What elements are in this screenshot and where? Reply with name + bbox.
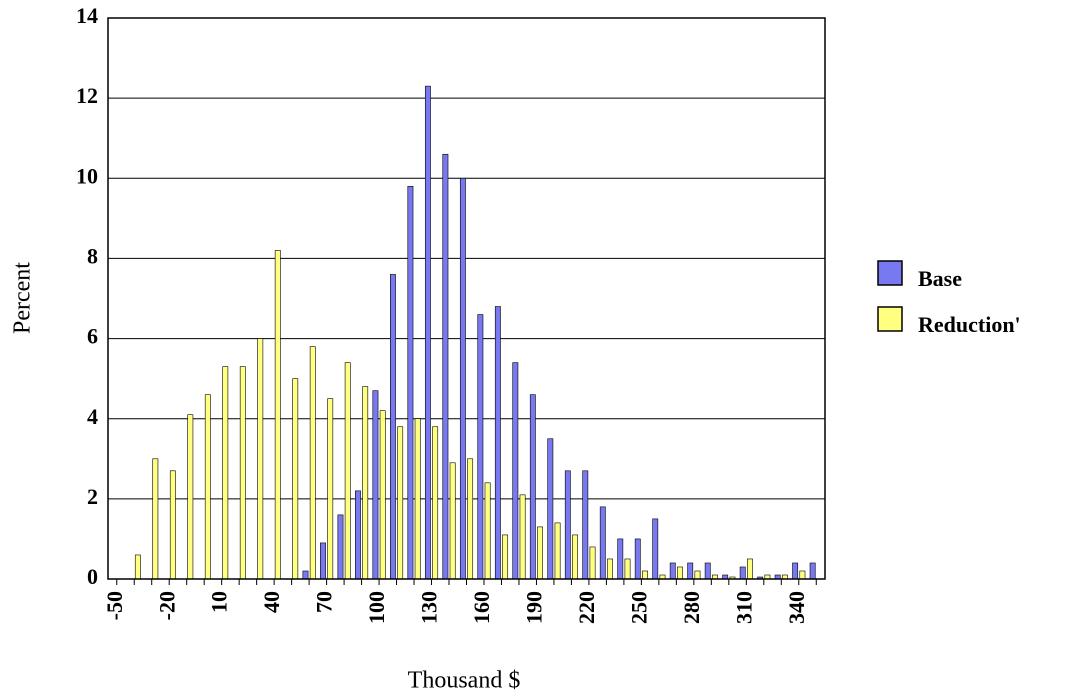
bar [397, 426, 404, 580]
bar [512, 362, 519, 580]
bar [694, 570, 701, 580]
y-tick-label: 12 [76, 83, 98, 108]
bar [704, 562, 711, 580]
bar [564, 470, 571, 580]
bar [344, 362, 351, 580]
x-tick-label: 10 [207, 591, 232, 613]
x-tick-label: 310 [731, 591, 756, 624]
bar [687, 562, 694, 580]
x-tick-label: 340 [784, 591, 809, 624]
bar [372, 390, 379, 580]
bar [599, 506, 606, 580]
legend-swatch [877, 260, 903, 286]
x-tick-label: 190 [521, 591, 546, 624]
x-tick-label: 70 [312, 591, 337, 613]
y-axis-title: Percent [10, 262, 36, 334]
bar [634, 538, 641, 580]
y-tick-label: 8 [87, 243, 98, 268]
bar [257, 338, 264, 580]
y-tick-label: 4 [87, 404, 98, 429]
bar [459, 177, 466, 580]
y-tick-label: 14 [76, 3, 98, 28]
bar [467, 458, 474, 580]
bar [337, 514, 344, 580]
bar [362, 386, 369, 580]
bar [134, 554, 141, 580]
bar [320, 542, 326, 580]
bar [799, 570, 806, 580]
bar [677, 566, 683, 580]
bar [582, 470, 589, 580]
x-tick-label: 220 [574, 591, 599, 624]
bar [739, 566, 746, 580]
y-tick-label: 10 [76, 163, 98, 188]
bar [529, 394, 536, 580]
bar [519, 494, 526, 580]
bar [642, 570, 648, 580]
bar [477, 314, 484, 580]
bar [187, 414, 194, 580]
bar [589, 546, 596, 580]
x-tick-label: 40 [259, 591, 284, 613]
bar [407, 186, 414, 580]
bar [379, 410, 386, 580]
bar [449, 462, 456, 580]
bar [624, 558, 631, 580]
legend-label: Reduction' [918, 312, 1021, 337]
x-tick-label: -50 [102, 591, 127, 620]
x-tick-label: 130 [417, 591, 442, 624]
bar [424, 85, 431, 580]
bar [747, 558, 753, 580]
bar [152, 458, 159, 580]
bar [617, 538, 624, 580]
y-tick-label: 2 [87, 484, 98, 509]
bar [554, 522, 561, 580]
bar [607, 558, 613, 580]
bar [355, 490, 361, 580]
bar [669, 562, 676, 580]
bar [484, 482, 491, 580]
y-tick-label: 6 [87, 324, 98, 349]
bar [414, 418, 421, 580]
y-tick-label: 0 [87, 564, 98, 589]
bar [327, 398, 334, 580]
bar [204, 394, 211, 580]
bar [547, 438, 554, 580]
bar [792, 562, 799, 580]
x-tick-label: 250 [626, 591, 651, 624]
x-tick-label: 100 [364, 591, 389, 624]
x-tick-label: 280 [679, 591, 704, 624]
x-axis-title: Thousand $ [408, 668, 521, 694]
bar [302, 570, 309, 580]
bar [572, 534, 578, 580]
bar [537, 526, 543, 580]
bar [502, 534, 509, 580]
plot-frame [107, 17, 826, 580]
legend-label: Base [918, 266, 962, 291]
x-tick-label: 160 [469, 591, 494, 624]
bar [390, 274, 396, 580]
legend-swatch [877, 306, 903, 332]
bar [274, 250, 281, 580]
bar [652, 518, 659, 580]
bar [239, 366, 246, 580]
bar [442, 153, 449, 580]
bar [494, 306, 501, 580]
bar [222, 366, 229, 580]
bar [432, 426, 439, 580]
x-tick-label: -20 [154, 591, 179, 620]
bar [809, 562, 816, 580]
bar [309, 346, 316, 580]
bar [292, 378, 299, 580]
bar [169, 470, 176, 580]
